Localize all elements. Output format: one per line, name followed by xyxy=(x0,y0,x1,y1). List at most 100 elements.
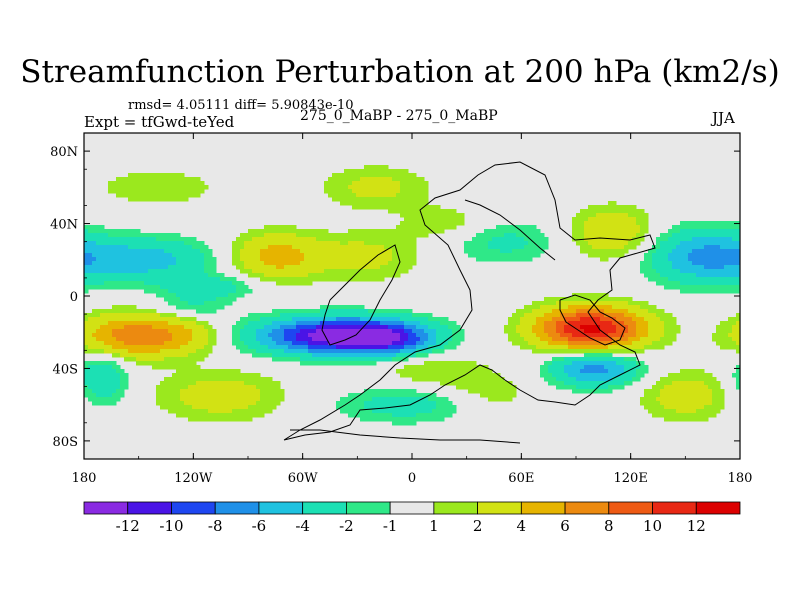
heatmap-cell xyxy=(484,229,489,234)
heatmap-cell xyxy=(388,249,393,254)
heatmap-cell xyxy=(320,345,325,350)
heatmap-cell xyxy=(684,289,689,294)
heatmap-cell xyxy=(96,373,101,378)
heatmap-cell xyxy=(292,317,297,322)
heatmap-cell xyxy=(196,177,201,182)
heatmap-cell xyxy=(328,353,333,358)
heatmap-cell xyxy=(272,309,277,314)
heatmap-cell xyxy=(476,385,481,390)
heatmap-cell xyxy=(112,329,117,334)
heatmap-cell xyxy=(452,209,457,214)
heatmap-cell xyxy=(420,373,425,378)
heatmap-cell xyxy=(144,333,149,338)
heatmap-cell xyxy=(668,333,673,338)
heatmap-cell xyxy=(680,285,685,290)
heatmap-cell xyxy=(192,373,197,378)
heatmap-cell xyxy=(196,385,201,390)
heatmap-cell xyxy=(724,241,729,246)
heatmap-cell xyxy=(512,333,517,338)
heatmap-cell xyxy=(152,325,157,330)
heatmap-cell xyxy=(588,301,593,306)
heatmap-cell xyxy=(724,325,729,330)
heatmap-cell xyxy=(412,205,417,210)
heatmap-cell xyxy=(652,333,657,338)
heatmap-cell xyxy=(372,181,377,186)
heatmap-cell xyxy=(396,261,401,266)
heatmap-cell xyxy=(668,341,673,346)
heatmap-cell xyxy=(536,229,541,234)
heatmap-cell xyxy=(384,309,389,314)
heatmap-cell xyxy=(168,317,173,322)
heatmap-cell xyxy=(332,257,337,262)
heatmap-cell xyxy=(716,289,721,294)
heatmap-cell xyxy=(616,333,621,338)
heatmap-cell xyxy=(336,341,341,346)
heatmap-cell xyxy=(648,317,653,322)
heatmap-cell xyxy=(188,269,193,274)
heatmap-cell xyxy=(528,229,533,234)
heatmap-cell xyxy=(544,241,549,246)
heatmap-cell xyxy=(404,213,409,218)
heatmap-cell xyxy=(708,233,713,238)
heatmap-cell xyxy=(156,393,161,398)
heatmap-cell xyxy=(508,241,513,246)
heatmap-cell xyxy=(244,321,249,326)
heatmap-cell xyxy=(672,265,677,270)
heatmap-cell xyxy=(104,365,109,370)
heatmap-cell xyxy=(508,337,513,342)
heatmap-cell xyxy=(552,321,557,326)
heatmap-cell xyxy=(344,317,349,322)
heatmap-cell xyxy=(240,237,245,242)
heatmap-cell xyxy=(652,325,657,330)
heatmap-cell xyxy=(676,249,681,254)
heatmap-cell xyxy=(172,189,177,194)
heatmap-cell xyxy=(372,245,377,250)
heatmap-cell xyxy=(588,389,593,394)
heatmap-cell xyxy=(260,317,265,322)
heatmap-cell xyxy=(120,237,125,242)
heatmap-cell xyxy=(552,365,557,370)
heatmap-cell xyxy=(624,225,629,230)
heatmap-cell xyxy=(400,341,405,346)
heatmap-cell xyxy=(144,253,149,258)
heatmap-cell xyxy=(620,369,625,374)
heatmap-cell xyxy=(164,265,169,270)
heatmap-cell xyxy=(184,349,189,354)
heatmap-cell xyxy=(140,321,145,326)
heatmap-cell xyxy=(696,281,701,286)
heatmap-cell xyxy=(416,369,421,374)
heatmap-cell xyxy=(724,269,729,274)
heatmap-cell xyxy=(564,333,569,338)
heatmap-cell xyxy=(632,233,637,238)
heatmap-cell xyxy=(380,261,385,266)
heatmap-cell xyxy=(144,261,149,266)
heatmap-cell xyxy=(360,361,365,366)
heatmap-cell xyxy=(308,253,313,258)
heatmap-cell xyxy=(672,321,677,326)
heatmap-cell xyxy=(412,197,417,202)
heatmap-cell xyxy=(352,181,357,186)
heatmap-cell xyxy=(416,213,421,218)
heatmap-cell xyxy=(348,273,353,278)
heatmap-cell xyxy=(380,165,385,170)
heatmap-cell xyxy=(96,253,101,258)
heatmap-cell xyxy=(348,181,353,186)
heatmap-cell xyxy=(712,273,717,278)
heatmap-cell xyxy=(636,329,641,334)
heatmap-cell xyxy=(152,241,157,246)
heatmap-cell xyxy=(412,217,417,222)
heatmap-cell xyxy=(668,265,673,270)
heatmap-cell xyxy=(424,349,429,354)
heatmap-cell xyxy=(212,309,217,314)
heatmap-cell xyxy=(208,373,213,378)
heatmap-cell xyxy=(212,257,217,262)
heatmap-cell xyxy=(544,309,549,314)
heatmap-cell xyxy=(244,397,249,402)
heatmap-cell xyxy=(584,305,589,310)
heatmap-cell xyxy=(432,333,437,338)
heatmap-cell xyxy=(400,317,405,322)
heatmap-cell xyxy=(564,321,569,326)
heatmap-cell xyxy=(704,273,709,278)
heatmap-cell xyxy=(176,257,181,262)
heatmap-cell xyxy=(404,321,409,326)
